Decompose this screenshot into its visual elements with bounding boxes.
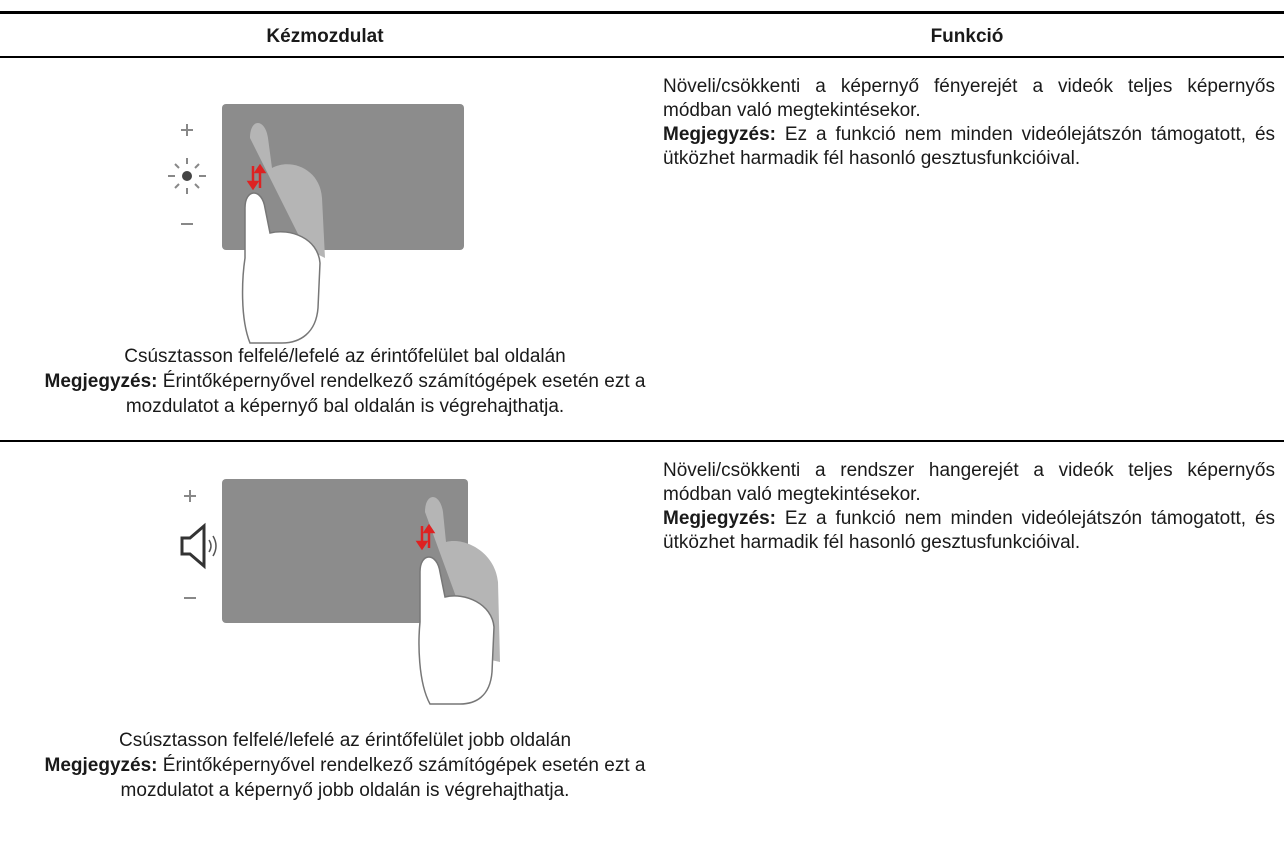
function-desc: Növeli/csökkenti a rendszer hangerejét a…	[663, 460, 1275, 505]
gesture-caption: Csúsztasson felfelé/lefelé az érintőfelü…	[30, 728, 660, 803]
gesture-caption: Csúsztasson felfelé/lefelé az érintőfelü…	[30, 344, 660, 419]
note-text: Érintőképernyővel rendelkező számítógépe…	[125, 371, 646, 417]
function-desc: Növeli/csökkenti a képernyő fényerejét a…	[663, 76, 1275, 121]
table-top-rule	[0, 11, 1284, 14]
illustration	[168, 104, 464, 344]
row-rule	[0, 440, 1284, 442]
note-text: Ez a funkció nem minden videólejátszón t…	[663, 508, 1276, 553]
note-label: Megjegyzés:	[44, 371, 158, 392]
caption-text: Csúsztasson felfelé/lefelé az érintőfelü…	[124, 346, 566, 367]
header-rule	[0, 56, 1284, 58]
note-text: Ez a funkció nem minden videólejátszón t…	[663, 124, 1276, 169]
note-label: Megjegyzés:	[663, 508, 776, 529]
function-text: Növeli/csökkenti a rendszer hangerejét a…	[663, 459, 1275, 555]
function-text: Növeli/csökkenti a képernyő fényerejét a…	[663, 75, 1275, 171]
illustration	[180, 479, 500, 705]
header-cell: Kézmozdulat	[266, 26, 384, 47]
header-cell: Funkció	[930, 26, 1004, 47]
note-label: Megjegyzés:	[44, 755, 158, 776]
note-text: Érintőképernyővel rendelkező számítógépe…	[120, 755, 646, 801]
caption-text: Csúsztasson felfelé/lefelé az érintőfelü…	[118, 730, 572, 751]
note-label: Megjegyzés:	[663, 124, 776, 145]
